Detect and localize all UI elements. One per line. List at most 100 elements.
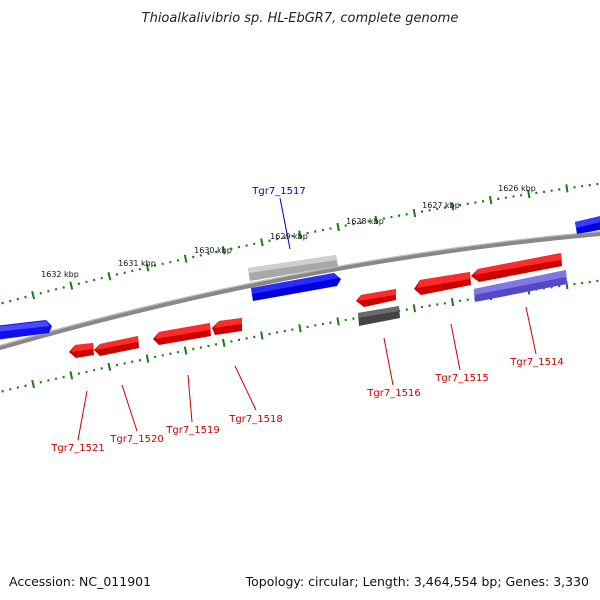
inner-ruler-major-tick (107, 362, 112, 371)
outer-ruler-major-tick (107, 272, 112, 281)
outer-ruler-minor-tick (245, 244, 248, 247)
gene-arrow-tgr7-1517[interactable] (251, 273, 341, 301)
inner-ruler-minor-tick (62, 375, 65, 379)
inner-ruler-minor-tick (123, 362, 126, 365)
gene-label-tgr7-1514[interactable]: Tgr7_1514 (509, 357, 563, 368)
map-title: Thioalkalivibrio sp. HL-EbGR7, complete … (142, 11, 459, 26)
inner-ruler-major-tick (260, 331, 264, 340)
gene-arrow-tgr7-1521[interactable] (69, 343, 94, 358)
inner-ruler-major-tick (183, 346, 188, 355)
gene-labels: Tgr7_1517 Tgr7_1516 Tgr7_1515 Tgr7_1514 … (50, 186, 563, 454)
accession-text: Accession: NC_011901 (9, 574, 151, 589)
gene-gray-upper[interactable] (248, 255, 338, 281)
outer-ruler-minor-tick (344, 224, 347, 227)
outer-ruler-major-tick (221, 246, 226, 255)
kbp-label: 1629 kbp (270, 232, 308, 241)
inner-ruler-minor-tick (100, 367, 103, 370)
outer-ruler-major-tick (183, 254, 188, 263)
outer-ruler-minor-tick (24, 295, 27, 299)
gene-arrow-blue-right[interactable] (575, 215, 600, 234)
outer-ruler-minor-tick (47, 289, 50, 293)
inner-ruler-minor-tick (1, 389, 4, 393)
gene-arrow-tgr7-1519[interactable] (153, 323, 211, 345)
outer-ruler-minor-tick (54, 288, 58, 291)
inner-ruler-major-tick (145, 354, 150, 363)
inner-ruler-major-tick (298, 324, 302, 333)
outer-ruler-minor-tick (131, 269, 134, 273)
inner-ruler-minor-tick (192, 347, 195, 351)
gene-label-tgr7-1519[interactable]: Tgr7_1519 (165, 425, 219, 436)
outer-ruler-minor-tick (199, 254, 203, 257)
outer-ruler-minor-tick (115, 273, 119, 276)
outer-ruler-minor-tick (138, 267, 142, 271)
outer-ruler-minor-tick (214, 250, 218, 254)
inner-ruler-minor-tick (16, 386, 20, 389)
inner-ruler-minor-tick (9, 388, 12, 391)
outer-ruler-major-tick (298, 230, 302, 239)
gene-arrow-blue[interactable] (0, 320, 52, 340)
genome-backbone (0, 230, 600, 351)
inner-ruler-minor-tick (153, 355, 157, 359)
outer-ruler-minor-tick (153, 264, 157, 267)
gene-label-tgr7-1521[interactable]: Tgr7_1521 (50, 443, 104, 454)
outer-ruler-major-tick (31, 291, 36, 300)
leader-lines (77, 197, 537, 441)
inner-ruler-minor-tick (283, 329, 286, 333)
kbp-labels: 1632 kbp 1631 kbp 1630 kbp 1629 kbp 1628… (41, 184, 536, 279)
outer-ruler-minor-tick (39, 291, 42, 295)
inner-ruler-major-tick (69, 371, 74, 380)
kbp-label: 1632 kbp (41, 270, 79, 279)
inner-ruler-minor-tick (39, 380, 42, 384)
outer-ruler-major-tick (450, 202, 455, 211)
outer-ruler-major-tick (336, 222, 340, 232)
outer-ruler-major-tick (489, 195, 493, 205)
inner-ruler-major-tick (222, 338, 226, 347)
gene-arrow-tgr7-1514[interactable] (471, 253, 562, 282)
inner-ruler-minor-tick (92, 368, 96, 372)
outer-ruler-minor-tick (283, 236, 286, 239)
gene-dark-1516[interactable] (358, 306, 400, 326)
inner-ruler-minor-tick (77, 372, 81, 375)
outer-ruler-minor-tick (16, 297, 20, 301)
outer-ruler-major-tick (145, 263, 150, 272)
outer-ruler-major-tick (260, 238, 264, 247)
gene-arrow-tgr7-1520[interactable] (94, 336, 139, 356)
outer-ruler-minor-tick (9, 299, 12, 303)
topology-text: Topology: circular; Length: 3,464,554 bp… (245, 574, 589, 589)
gene-label-tgr7-1517[interactable]: Tgr7_1517 (251, 186, 305, 197)
inner-ruler-minor-tick (253, 335, 256, 339)
outer-ruler-minor-tick (314, 230, 317, 233)
inner-ruler-major-tick (450, 297, 455, 307)
outer-ruler-minor-tick (253, 242, 256, 246)
outer-ruler-minor-tick (100, 276, 103, 280)
gene-label-tgr7-1515[interactable]: Tgr7_1515 (434, 373, 488, 384)
outer-ruler-minor-tick (77, 282, 81, 286)
outer-ruler-minor-tick (230, 247, 233, 251)
outer-ruler-major-tick (69, 281, 74, 290)
kbp-label: 1630 kbp (194, 246, 232, 255)
outer-ruler-minor-tick (123, 271, 126, 275)
outer-ruler-major-tick (374, 215, 378, 224)
gene-label-tgr7-1520[interactable]: Tgr7_1520 (109, 434, 163, 445)
gene-arrow-tgr7-1516[interactable] (356, 289, 396, 307)
gene-purple-1514[interactable] (474, 270, 567, 302)
outer-ruler-minor-tick (85, 280, 88, 284)
outer-ruler-major-tick (565, 184, 569, 193)
outer-ruler (1, 182, 599, 305)
outer-ruler-minor-tick (62, 286, 65, 289)
gene-label-tgr7-1516[interactable]: Tgr7_1516 (366, 388, 420, 399)
gene-arrow-tgr7-1515[interactable] (414, 272, 471, 295)
inner-ruler-minor-tick (47, 379, 50, 382)
inner-ruler-major-tick (336, 317, 340, 326)
genes (0, 215, 600, 358)
outer-ruler-minor-tick (161, 262, 164, 266)
kbp-label: 1631 kbp (118, 259, 156, 268)
outer-ruler-minor-tick (1, 301, 4, 305)
kbp-label: 1628 kbp (346, 217, 384, 226)
outer-ruler-minor-tick (169, 260, 172, 264)
inner-ruler-minor-tick (131, 360, 134, 364)
gene-label-tgr7-1518[interactable]: Tgr7_1518 (228, 414, 282, 425)
gene-arrow-tgr7-1518[interactable] (212, 318, 242, 335)
kbp-label: 1626 kbp (498, 184, 536, 193)
